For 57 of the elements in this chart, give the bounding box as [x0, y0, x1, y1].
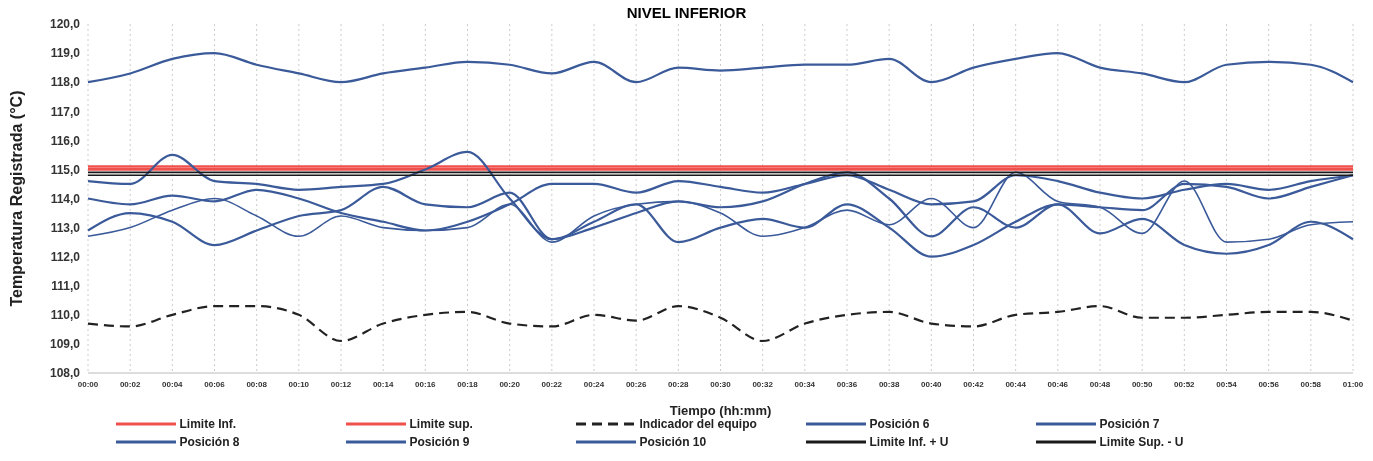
x-tick-label: 00:28	[668, 379, 690, 389]
legend-label: Posición 8	[179, 435, 240, 449]
x-tick-label: 00:54	[1216, 379, 1238, 389]
legend-label: Posición 7	[1099, 417, 1160, 431]
x-tick-label: 00:32	[752, 379, 774, 389]
x-tick-label: 00:00	[77, 379, 99, 389]
x-tick-label: 00:08	[246, 379, 268, 389]
x-tick-label: 00:22	[541, 379, 563, 389]
x-tick-label: 00:34	[794, 379, 816, 389]
x-tick-label: 00:36	[836, 379, 858, 389]
x-tick-label: 00:06	[204, 379, 226, 389]
legend-label: Indicador del equipo	[639, 417, 757, 431]
legend-label: Posición 10	[639, 435, 707, 449]
x-tick-label: 00:04	[162, 379, 184, 389]
x-tick-label: 00:50	[1131, 379, 1153, 389]
y-tick-label: 111,0	[51, 279, 81, 294]
legend-label: Limite Sup. - U	[1099, 435, 1184, 449]
y-tick-label: 109,0	[49, 337, 81, 352]
x-tick-label: 00:26	[625, 379, 647, 389]
y-tick-label: 112,0	[50, 249, 81, 264]
x-tick-label: 00:38	[878, 379, 900, 389]
y-tick-label: 118,0	[50, 75, 81, 90]
y-tick-label: 119,0	[50, 46, 81, 61]
x-tick-label: 00:20	[499, 379, 521, 389]
x-tick-label: 00:18	[457, 379, 479, 389]
x-axis-title: Tiempo (hh:mm)	[669, 403, 772, 418]
x-tick-label: 00:02	[119, 379, 141, 389]
legend-label: Limite Inf. + U	[869, 435, 949, 449]
x-tick-label: 00:42	[963, 379, 985, 389]
y-axis-title: Temperatura Registrada (°C)	[7, 90, 25, 307]
x-tick-label: 00:30	[710, 379, 732, 389]
legend-label: Limite sup.	[409, 417, 473, 431]
legend-label: Posición 9	[409, 435, 470, 449]
x-tick-label: 00:12	[330, 379, 352, 389]
x-tick-label: 00:46	[1047, 379, 1069, 389]
y-tick-label: 116,0	[50, 133, 81, 148]
x-tick-label: 00:16	[415, 379, 437, 389]
x-tick-label: 00:14	[372, 379, 394, 389]
x-tick-label: 00:52	[1174, 379, 1196, 389]
x-tick-label: 00:44	[1005, 379, 1027, 389]
y-tick-label: 110,0	[50, 308, 81, 323]
legend-label: Limite Inf.	[179, 417, 237, 431]
chart-title: NIVEL INFERIOR	[626, 4, 747, 21]
x-tick-label: 00:56	[1258, 379, 1280, 389]
y-tick-label: 113,0	[50, 220, 81, 235]
y-tick-label: 114,0	[50, 191, 81, 206]
x-tick-label: 00:48	[1089, 379, 1111, 389]
x-tick-label: 01:00	[1342, 379, 1364, 389]
x-tick-label: 00:24	[583, 379, 605, 389]
y-tick-label: 115,0	[50, 162, 81, 177]
x-tick-label: 00:40	[921, 379, 943, 389]
y-tick-label: 117,0	[50, 104, 81, 119]
legend-label: Posición 6	[869, 417, 930, 431]
x-tick-label: 00:58	[1300, 379, 1322, 389]
y-tick-label: 120,0	[49, 17, 81, 32]
x-tick-label: 00:10	[288, 379, 310, 389]
y-tick-label: 108,0	[49, 366, 81, 381]
